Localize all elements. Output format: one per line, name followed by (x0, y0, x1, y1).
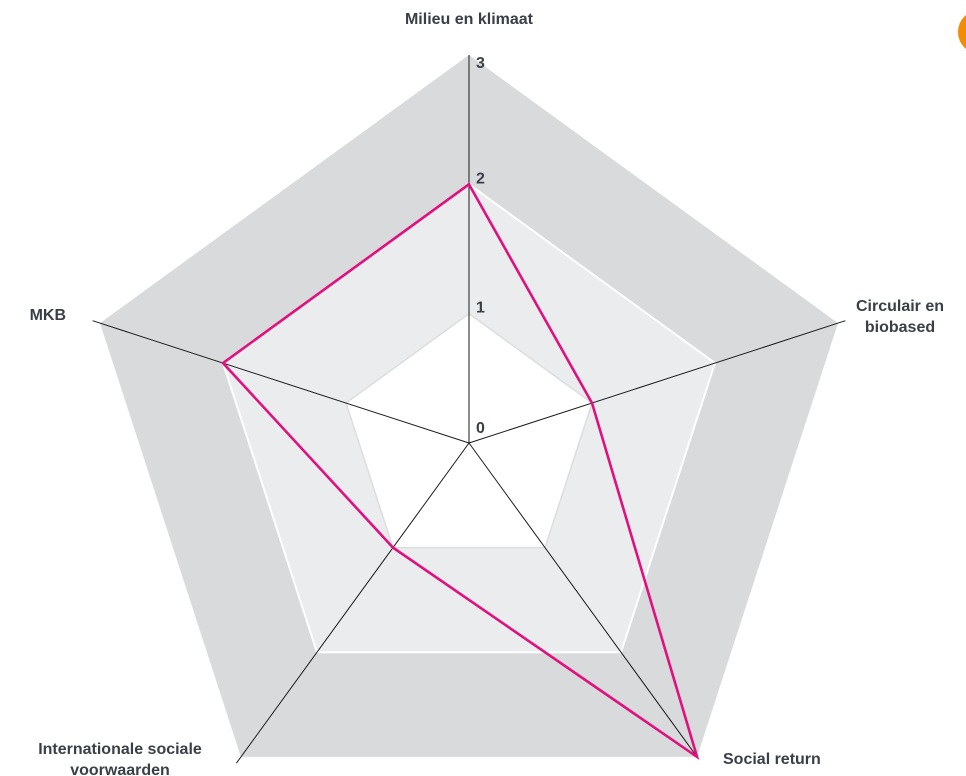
axis-label-4: MKB (30, 307, 66, 324)
axis-label-line: MKB (30, 307, 66, 324)
tick-label-0: 0 (476, 420, 485, 437)
radar-axis-labels: Milieu en klimaat Circulair en biobased Soc… (30, 11, 944, 776)
radar-spokes (92, 55, 846, 764)
axis-label-0: Milieu en klimaat (405, 11, 534, 28)
axis-label-line: Milieu en klimaat (405, 11, 534, 28)
radar-series (221, 182, 700, 761)
spoke-3 (235, 442, 470, 764)
spoke-4 (92, 320, 470, 444)
tick-label-2: 2 (476, 170, 485, 187)
axis-label-line: voorwaarden (70, 762, 170, 776)
spoke-1 (468, 320, 846, 444)
axis-label-line: Circulair en (856, 298, 944, 315)
axis-label-line: biobased (865, 319, 935, 336)
axis-label-1: Circulair en biobased (856, 298, 944, 336)
radar-tick-labels: 0 1 2 3 (476, 55, 485, 437)
corner-accent-decoration (958, 15, 966, 49)
axis-label-line: Internationale sociale (38, 741, 202, 758)
axis-label-2: Social return (723, 751, 821, 768)
series-line-0 (221, 182, 700, 761)
axis-label-3: Internationale sociale voorwaarden (38, 741, 202, 776)
axis-label-line: Social return (723, 751, 821, 768)
tick-label-1: 1 (476, 300, 485, 317)
tick-label-3: 3 (476, 55, 485, 72)
spoke-2 (468, 442, 698, 758)
